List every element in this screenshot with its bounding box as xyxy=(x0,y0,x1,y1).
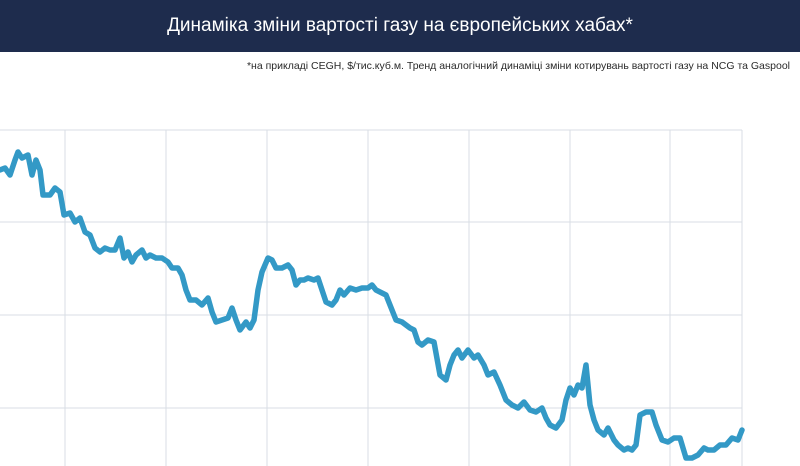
data-line xyxy=(0,149,745,461)
chart-title: Динаміка зміни вартості газу на європейс… xyxy=(0,0,800,52)
chart-subtitle: *на прикладі CEGH, $/тис.куб.м. Тренд ан… xyxy=(246,60,790,72)
